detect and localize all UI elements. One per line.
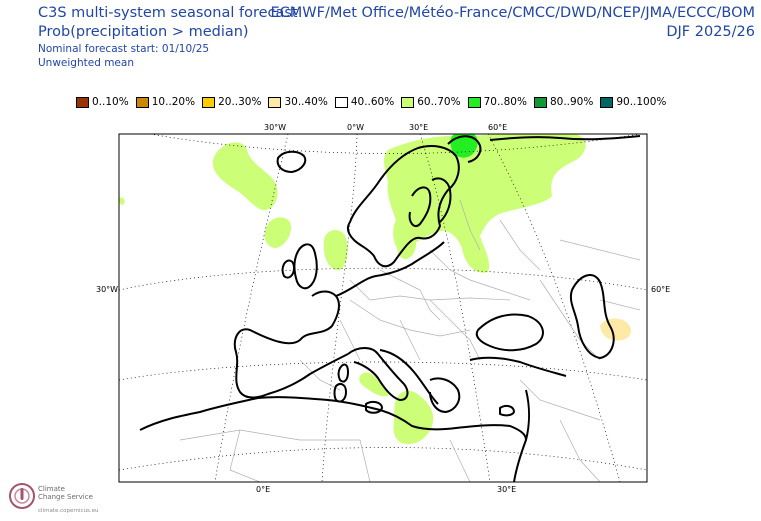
season-label: DJF 2025/26 xyxy=(666,24,755,40)
legend-swatch xyxy=(533,96,547,108)
lon-label-top: 30°E xyxy=(409,123,428,132)
legend-label: 60..70% xyxy=(417,96,461,108)
coast-ireland xyxy=(281,259,295,279)
lon-label-top: 30°W xyxy=(264,123,286,132)
legend-label: 10..20% xyxy=(151,96,196,108)
coast-britain xyxy=(293,243,318,290)
legend-label: 80..90% xyxy=(549,96,594,108)
legend-label: 40..60% xyxy=(350,96,395,108)
coast-north-africa xyxy=(139,396,527,441)
mean-type: Unweighted mean xyxy=(38,57,134,69)
shade-libya xyxy=(393,390,434,444)
lat-label-right: 60°E xyxy=(651,285,670,294)
coast-black-sea xyxy=(475,313,544,352)
header-right: ECMWF/Met Office/Météo-France/CMCC/DWD/N… xyxy=(270,4,755,42)
lon-label-top: 0°W xyxy=(347,123,364,132)
legend-item: 30..40% xyxy=(268,96,328,108)
coast-bothnia xyxy=(408,186,432,228)
shade-kola xyxy=(450,134,478,158)
legend-item: 60..70% xyxy=(401,96,461,108)
legend-label: 90..100% xyxy=(616,96,667,108)
legend-item: 80..90% xyxy=(533,96,594,108)
legend-swatch xyxy=(401,96,415,108)
coast-russia-north xyxy=(489,135,641,141)
coast-turkey xyxy=(469,356,567,377)
coast-italy xyxy=(347,347,409,401)
legend-item: 0..10% xyxy=(76,96,129,108)
legend-label: 70..80% xyxy=(483,96,527,108)
shade-atlantic-north xyxy=(212,142,278,211)
copernicus-logo xyxy=(9,483,35,509)
lon-label-bottom: 0°E xyxy=(256,485,270,494)
country-borders xyxy=(179,199,641,482)
header-left: C3S multi-system seasonal forecast Prob(… xyxy=(38,4,298,70)
shade-caspian xyxy=(600,318,631,341)
lat-label-left: 30°W xyxy=(96,285,118,294)
legend-item: 20..30% xyxy=(202,96,261,108)
legend-swatch xyxy=(76,96,89,108)
coast-adriatic xyxy=(379,349,439,405)
coast-scandinavia xyxy=(346,145,460,268)
coast-sicily xyxy=(365,400,383,414)
lon-label-top: 60°E xyxy=(488,123,507,132)
thermometer-icon xyxy=(20,488,24,500)
logo-text: Climate Change Service xyxy=(38,485,93,501)
map-subtitle: Prob(precipitation > median) xyxy=(38,24,249,40)
logo-line-1: Climate xyxy=(38,485,65,493)
logo-ring-icon xyxy=(9,483,35,509)
lon-label-bottom: 30°E xyxy=(497,485,516,494)
shade-north-sea xyxy=(323,229,348,271)
legend-swatch xyxy=(268,96,282,108)
shade-atlantic-speck xyxy=(119,197,125,205)
map-frame xyxy=(118,133,648,483)
legend-item: 90..100% xyxy=(600,96,666,108)
legend-swatch xyxy=(467,96,481,108)
shade-scandinavia-russia xyxy=(383,134,586,273)
graticule xyxy=(119,134,647,482)
coast-finland xyxy=(431,177,452,223)
coast-caspian xyxy=(569,274,615,359)
map-title: C3S multi-system seasonal forecast xyxy=(38,5,298,21)
coast-north-europe xyxy=(335,241,445,297)
coast-iceland xyxy=(276,150,307,173)
legend-swatch xyxy=(600,96,614,108)
probability-shading xyxy=(119,134,631,444)
forecast-start: Nominal forecast start: 01/10/25 xyxy=(38,43,210,55)
coastlines xyxy=(139,135,641,482)
coast-cyprus xyxy=(499,404,515,417)
coast-corsica xyxy=(337,363,349,383)
legend-item: 40..60% xyxy=(334,96,395,108)
coast-greece xyxy=(429,377,461,413)
coast-levant xyxy=(513,389,530,482)
centres-list: ECMWF/Met Office/Météo-France/CMCC/DWD/N… xyxy=(270,5,755,21)
coast-sardinia xyxy=(333,383,347,403)
logo-url: climate.copernicus.eu xyxy=(38,508,99,514)
legend-label: 20..30% xyxy=(218,96,262,108)
coast-west-europe xyxy=(233,290,349,399)
shade-atlantic-south xyxy=(264,217,292,248)
legend-item: 10..20% xyxy=(135,96,196,108)
legend-label: 30..40% xyxy=(284,96,328,108)
legend-swatch xyxy=(135,96,149,108)
legend-label: 0..10% xyxy=(92,96,129,108)
legend-swatch xyxy=(202,96,216,108)
legend: 0..10% 10..20% 20..30% 30..40% 40..60% 6… xyxy=(76,95,673,109)
legend-swatch xyxy=(334,96,348,108)
legend-item: 70..80% xyxy=(467,96,527,108)
shade-italy xyxy=(359,372,389,397)
graticule-labels: 30°W 0°W 30°E 60°E 30°W 60°E 0°E 30°E xyxy=(96,123,670,494)
coast-kola xyxy=(447,135,482,163)
logo-line-2: Change Service xyxy=(38,493,93,501)
